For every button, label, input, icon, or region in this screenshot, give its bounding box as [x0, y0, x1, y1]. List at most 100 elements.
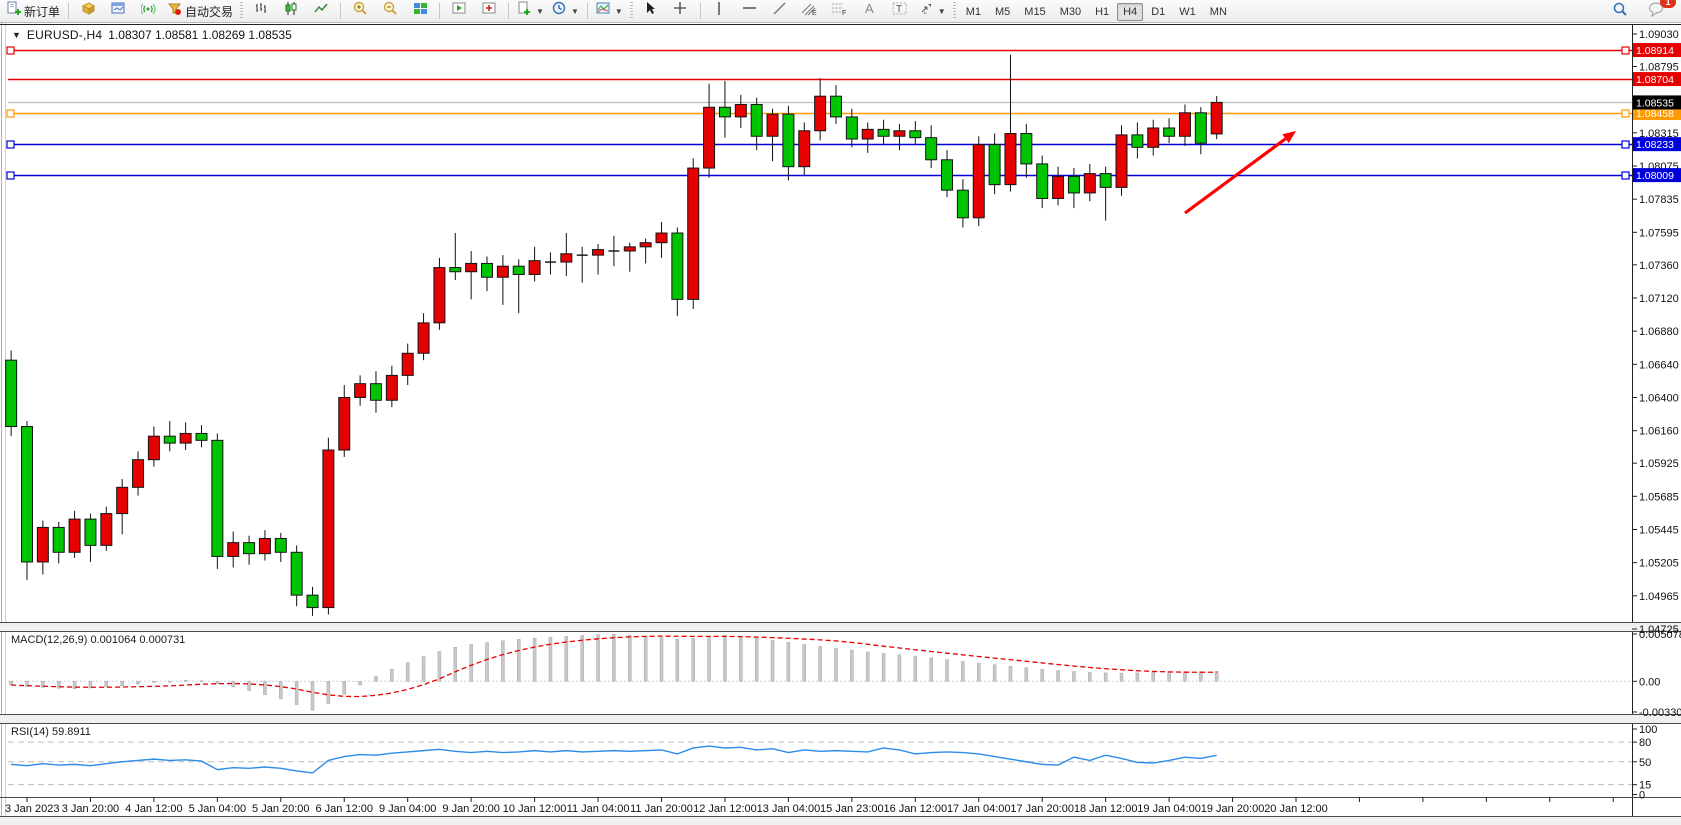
macd-bar: [850, 649, 854, 682]
candle-down: [5, 359, 18, 428]
price-scale: 1.090301.087951.083151.080751.078351.075…: [1632, 29, 1681, 802]
macd-bar: [120, 681, 124, 686]
auto-trading-icon: [167, 1, 182, 21]
macd-bar: [1008, 665, 1013, 682]
strategy-tester-button[interactable]: [444, 0, 474, 22]
timeframe-button-M1[interactable]: M1: [965, 6, 981, 18]
auto-trading-label: 自动交易: [185, 4, 234, 19]
bar-chart-icon: [254, 1, 269, 21]
candlestick-chart-icon: [284, 1, 299, 21]
time-label: 4 Jan 12:00: [125, 803, 183, 815]
line-handle[interactable]: [6, 171, 15, 180]
candle-up: [417, 322, 430, 354]
horizontal-line-button[interactable]: [735, 0, 765, 22]
macd-name: MACD(12,26,9): [11, 634, 88, 646]
candlestick-chart-button[interactable]: [276, 0, 306, 22]
market-depth-button[interactable]: [73, 0, 103, 22]
market-watch-icon: [111, 1, 126, 21]
candle-up: [766, 113, 779, 137]
zoom-in-button[interactable]: [345, 0, 375, 22]
add-indicator-button[interactable]: [474, 0, 504, 22]
profiles-button[interactable]: ▼: [513, 0, 548, 22]
candle-down: [274, 537, 287, 553]
line-handle[interactable]: [1621, 109, 1630, 118]
arrows-button[interactable]: ▼: [915, 0, 950, 22]
macd-bar: [691, 638, 695, 682]
macd-bar: [945, 659, 949, 682]
fibonacci-icon: F: [831, 1, 848, 21]
candle-up: [560, 253, 573, 263]
signal-button[interactable]: [133, 0, 163, 22]
price-line-tag-label: 1.08704: [1636, 74, 1674, 86]
line-handle[interactable]: [1621, 46, 1630, 55]
candle-up: [433, 267, 446, 324]
text-button[interactable]: A: [855, 0, 885, 22]
line-handle[interactable]: [6, 46, 15, 55]
fibonacci-button[interactable]: F: [825, 0, 855, 22]
document-plus-icon: [517, 1, 532, 21]
macd-bar: [247, 681, 251, 691]
notifications-button[interactable]: 1: [1641, 0, 1676, 22]
period-button[interactable]: ▼: [548, 0, 583, 22]
price-tick-label: 1.04725: [1639, 624, 1679, 636]
macd-bar: [342, 681, 346, 695]
macd-bar: [390, 668, 394, 682]
text-label-button[interactable]: T: [885, 0, 915, 22]
candle-down: [877, 128, 890, 137]
line-handle[interactable]: [1621, 171, 1630, 180]
candle-up: [639, 242, 652, 248]
candle-up: [385, 374, 398, 401]
time-label: 5 Jan 20:00: [252, 803, 310, 815]
panel-splitter[interactable]: [0, 623, 1681, 631]
time-label: 9 Jan 04:00: [379, 803, 437, 815]
candle-up: [972, 144, 985, 219]
arrow-annotation[interactable]: [1184, 131, 1296, 215]
trendline-button[interactable]: [765, 0, 795, 22]
timeframe-button-D1[interactable]: D1: [1151, 6, 1166, 18]
price-line-tag-label: 1.08535: [1636, 97, 1674, 109]
candlestick-series: [5, 54, 1223, 616]
cursor-arrow-icon: [643, 1, 658, 21]
timeframe-bar: M1 M5 M15 M30 H1 H4 D1 W1 MN: [959, 2, 1234, 21]
search-button[interactable]: [1605, 0, 1635, 22]
dropdown-caret-icon: ▼: [570, 6, 579, 16]
new-order-button[interactable]: 新订单: [2, 0, 64, 22]
timeframe-button-MN[interactable]: MN: [1209, 6, 1227, 18]
timeframe-button-W1[interactable]: W1: [1179, 6, 1196, 18]
timeframe-button-H4[interactable]: H4: [1117, 3, 1144, 21]
crosshair-button[interactable]: [666, 0, 696, 22]
one-click-trading-toggle-icon[interactable]: ▼: [12, 30, 21, 40]
line-handle[interactable]: [6, 109, 15, 118]
time-label: 17 Jan 20:00: [1010, 803, 1074, 815]
chart-plus-icon: [482, 1, 497, 21]
market-watch-button[interactable]: [103, 0, 133, 22]
toolbar-grip: [952, 2, 956, 20]
timeframe-button-M5[interactable]: M5: [995, 6, 1011, 18]
candle-up: [592, 249, 605, 256]
main-toolbar: 新订单 自动交易 ▼ ▼: [0, 0, 1681, 23]
macd-bar: [675, 638, 680, 682]
zoom-out-button[interactable]: [375, 0, 405, 22]
candle-up: [687, 167, 700, 300]
auto-trading-button[interactable]: 自动交易: [163, 0, 237, 22]
timeframe-button-H1[interactable]: H1: [1095, 6, 1110, 18]
macd-bar: [453, 647, 458, 682]
tile-windows-button[interactable]: [405, 0, 435, 22]
line-chart-button[interactable]: [306, 0, 336, 22]
line-handle[interactable]: [6, 140, 15, 149]
templates-button[interactable]: ▼: [592, 0, 627, 22]
candle-up: [623, 246, 636, 252]
toolbar-separator: [586, 3, 588, 19]
line-handle[interactable]: [1621, 140, 1630, 149]
cursor-button[interactable]: [636, 0, 666, 22]
bar-chart-button[interactable]: [246, 0, 276, 22]
timeframe-button-M15[interactable]: M15: [1024, 6, 1046, 18]
panel-splitter[interactable]: [0, 715, 1681, 723]
window-bottom-edge: [0, 816, 1681, 825]
price-tick-label: 1.05685: [1639, 491, 1679, 503]
timeframe-button-M30[interactable]: M30: [1059, 6, 1082, 18]
candle-down: [1036, 163, 1049, 199]
vertical-line-button[interactable]: [705, 0, 735, 22]
channel-button[interactable]: E: [795, 0, 825, 22]
